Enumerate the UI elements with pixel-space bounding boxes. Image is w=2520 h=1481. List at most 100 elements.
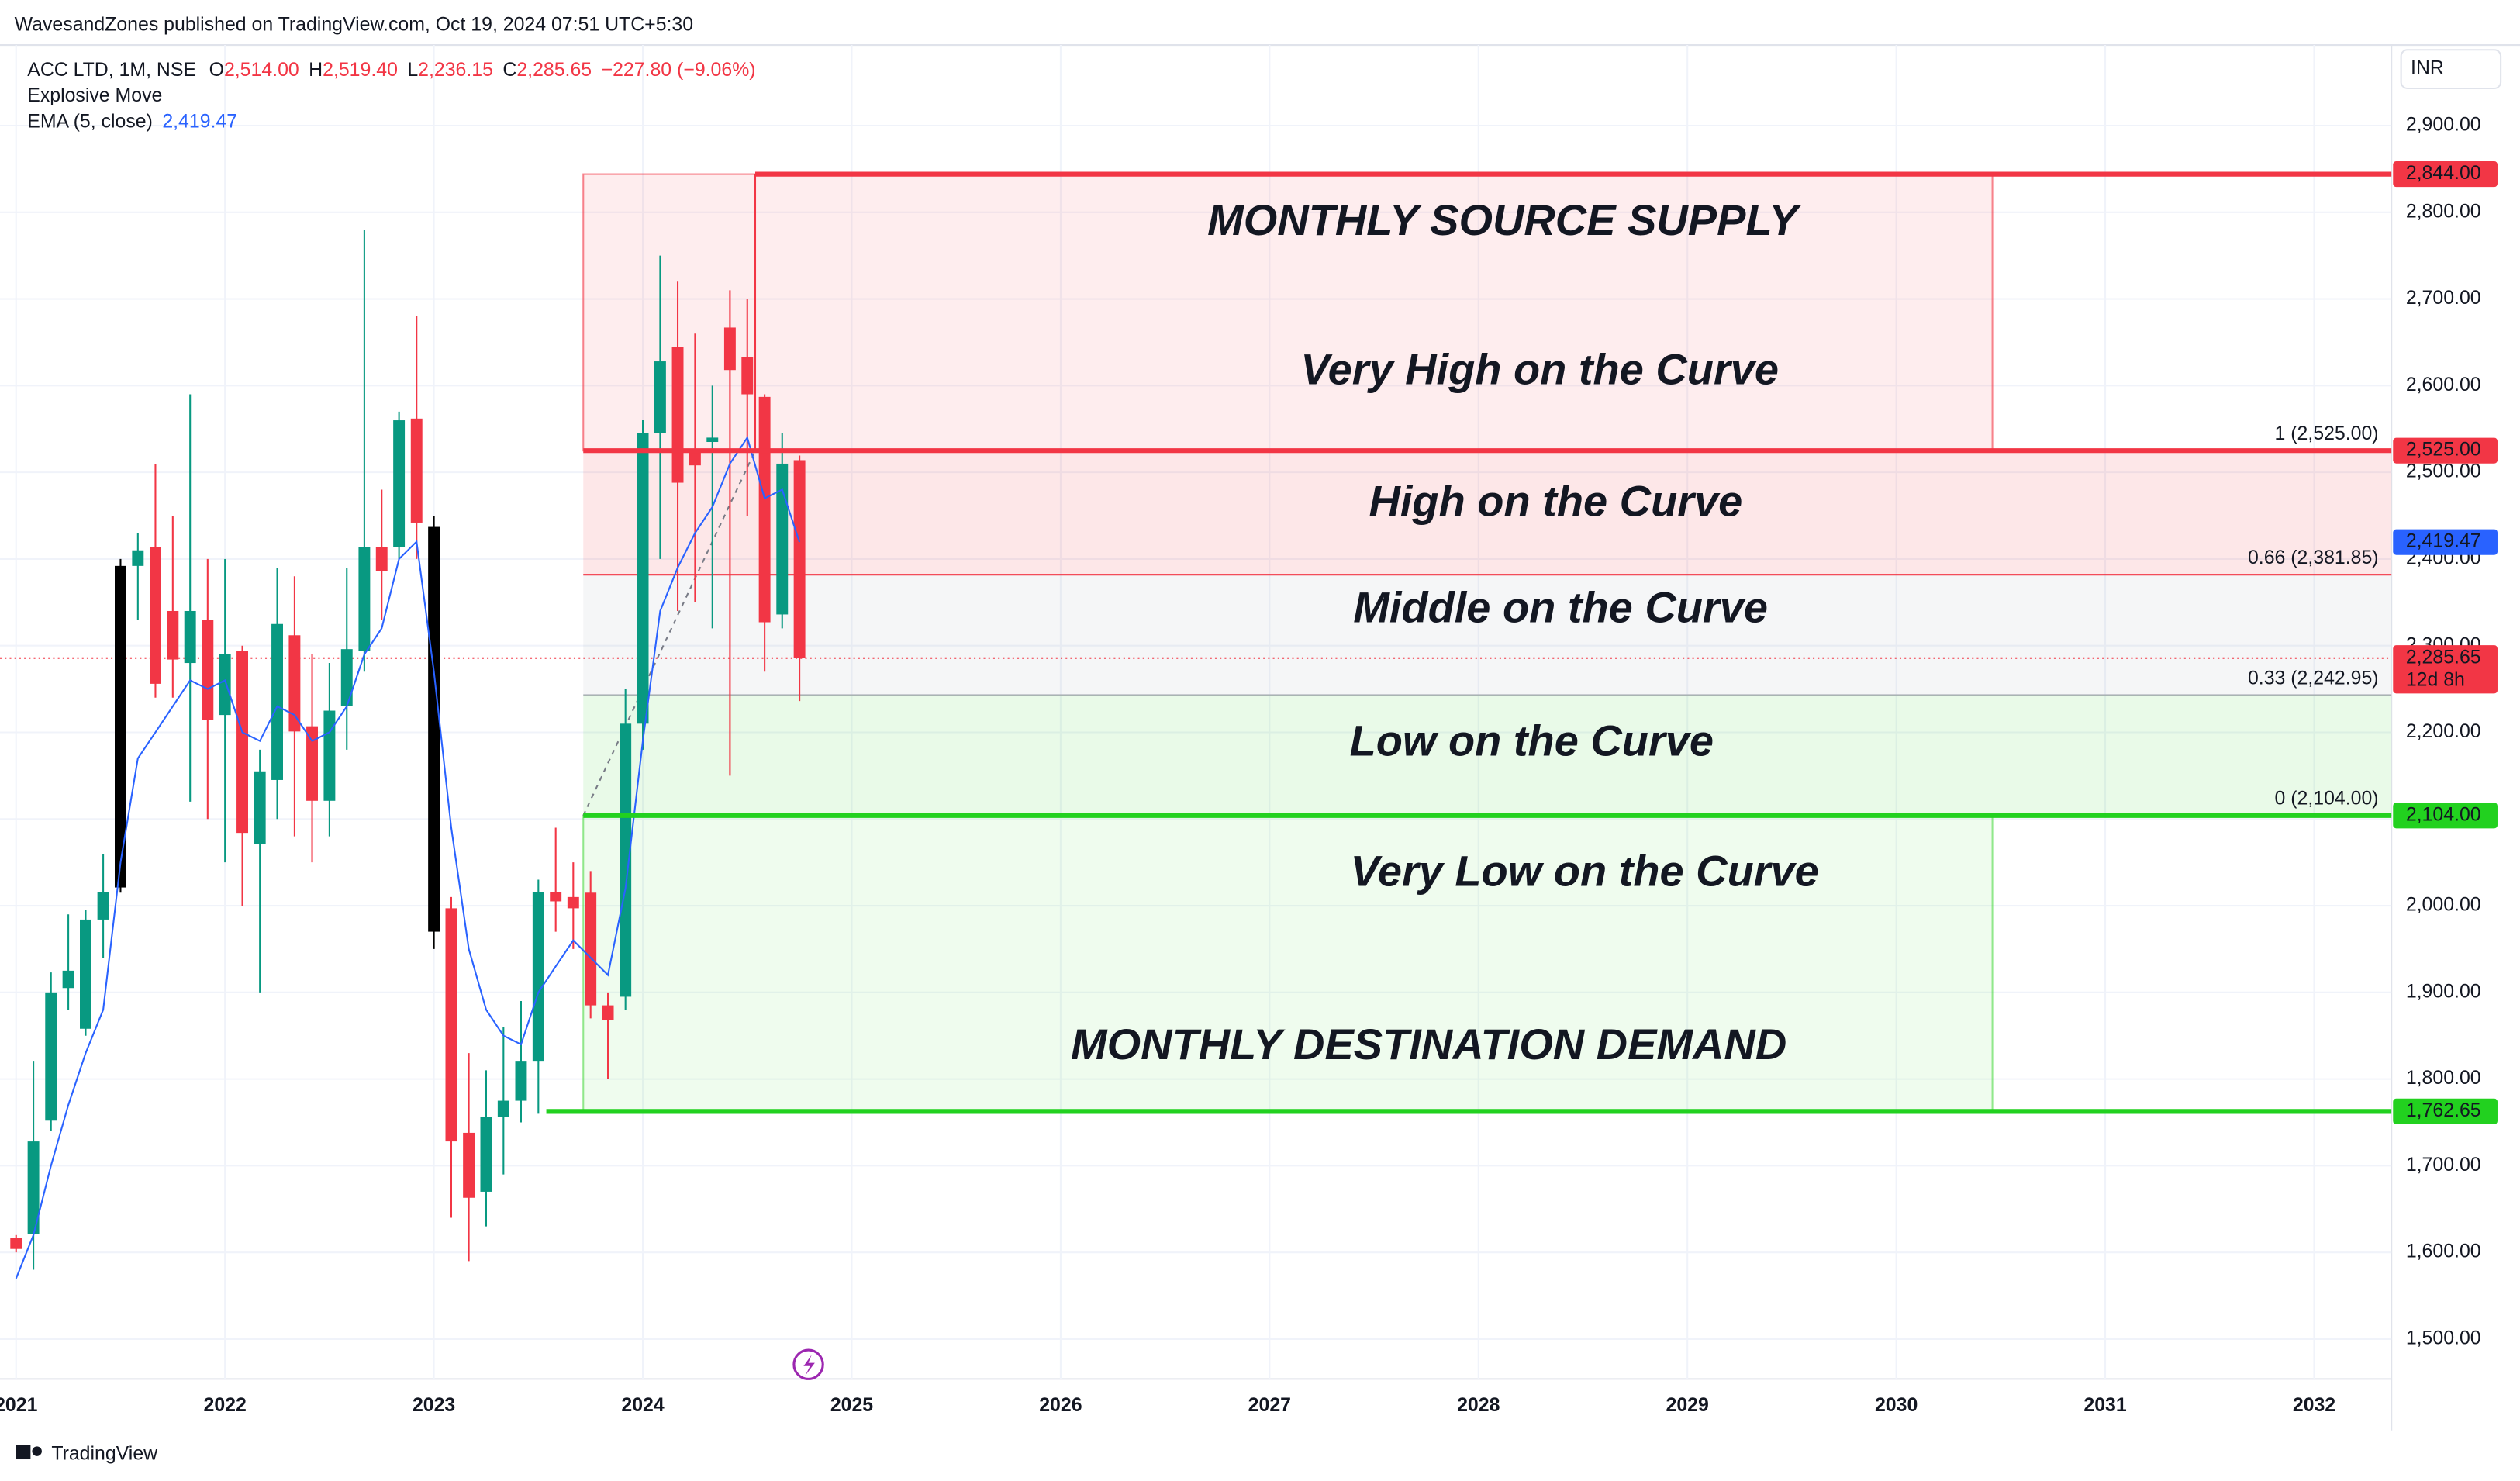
indicator: Explosive Move <box>27 85 162 106</box>
indicator: EMA (5, close) 2,419.47 <box>27 110 237 132</box>
price-label: 1,762.65 <box>2406 1100 2481 1121</box>
annotation: MONTHLY SOURCE SUPPLY <box>1207 195 1801 244</box>
annotation: MONTHLY DESTINATION DEMAND <box>1071 1020 1786 1068</box>
o: 2,514.00 <box>224 59 299 81</box>
price-label: 2,419.47 <box>2406 530 2481 552</box>
x-tick-label: 2032 <box>2293 1394 2335 1416</box>
ema-line <box>15 435 801 1279</box>
y-tick-label: 1,700.00 <box>2406 1154 2481 1175</box>
price-label-box <box>2393 161 2498 188</box>
change: −227.80 (−9.06%) <box>602 59 756 81</box>
candle-body <box>323 710 336 801</box>
candle-body <box>375 547 388 571</box>
candle-body <box>132 550 144 566</box>
fib-label: 0 (2,104.00) <box>2275 788 2379 810</box>
y-tick-label: 1,800.00 <box>2406 1067 2481 1089</box>
c-key: C <box>502 59 516 81</box>
annotation: Middle on the Curve <box>1353 582 1768 631</box>
candle-body <box>550 892 562 902</box>
y-tick-label: 2,800.00 <box>2406 200 2481 222</box>
candle-body <box>358 547 371 651</box>
candle-body <box>671 347 684 483</box>
fib-zone <box>583 451 2392 575</box>
annotation: High on the Curve <box>1369 477 1742 526</box>
candle-body <box>637 433 649 724</box>
published: WavesandZones published on TradingView.c… <box>15 14 693 36</box>
x-tick-label: 2021 <box>0 1394 38 1416</box>
price-label: 2,285.65 <box>2406 646 2481 668</box>
brand-logo <box>16 1445 42 1460</box>
zone-box <box>582 173 1994 452</box>
x-tick-label: 2026 <box>1039 1394 1082 1416</box>
x-tick-label: 2029 <box>1666 1394 1709 1416</box>
candle-body <box>184 610 196 664</box>
candle-body <box>45 992 57 1121</box>
currency-box[interactable] <box>2400 49 2502 90</box>
candle-body <box>741 357 754 395</box>
candle-body <box>271 623 283 780</box>
candle-body <box>27 1141 40 1234</box>
candle-body <box>723 327 736 371</box>
candle-body <box>497 1100 509 1117</box>
event-bolt <box>803 1355 815 1376</box>
l-key: L <box>407 59 418 81</box>
x-tick-label: 2024 <box>621 1394 664 1416</box>
candle-body <box>254 771 266 844</box>
candle-body <box>793 460 806 658</box>
candle-body <box>306 726 318 801</box>
price-label: 2,844.00 <box>2406 162 2481 184</box>
fib-label: 0.66 (2,381.85) <box>2248 547 2379 568</box>
candle-body <box>463 1132 475 1198</box>
price-label-box <box>2393 1098 2498 1124</box>
y-tick-label: 1,900.00 <box>2406 980 2481 1002</box>
candle-body <box>602 1005 614 1020</box>
c: 2,285.65 <box>516 59 592 81</box>
fib-zone <box>583 695 2392 816</box>
candle-body <box>515 1061 527 1101</box>
annotation: Low on the Curve <box>1350 716 1714 765</box>
candle-body <box>202 620 214 720</box>
ema-value: 2,419.47 <box>162 110 237 132</box>
candle-body <box>428 526 440 932</box>
annotation: Very Low on the Curve <box>1351 846 1819 895</box>
candle-body <box>80 919 91 1029</box>
x-tick-label: 2022 <box>204 1394 247 1416</box>
candle-body <box>776 463 789 615</box>
x-tick-label: 2030 <box>1875 1394 1918 1416</box>
candle-body <box>585 892 597 1006</box>
y-tick-label: 1,600.00 <box>2406 1241 2481 1262</box>
plot: 1,500.00 1,600.00 1,700.00 1,800.00 1,900.00… <box>0 45 2498 1416</box>
y-tick-label: 2,500.00 <box>2406 461 2481 482</box>
y-tick-label: 2,000.00 <box>2406 894 2481 916</box>
price-countdown: 12d 8h <box>2406 668 2465 690</box>
y-tick-label: 2,900.00 <box>2406 114 2481 136</box>
candle-body <box>167 610 179 660</box>
candle-body <box>10 1238 22 1249</box>
y-tick-label: 2,200.00 <box>2406 720 2481 742</box>
x-tick-label: 2027 <box>1248 1394 1291 1416</box>
price-label-box <box>2393 803 2498 829</box>
symbol: ACC LTD, 1M, NSE O2,514.00 H2,519.40 L2,236… <box>27 59 755 81</box>
candle-body <box>567 896 579 909</box>
symbol-text: ACC LTD, 1M, NSE <box>27 59 196 81</box>
o-key: O <box>209 59 224 81</box>
legend: ACC LTD, 1M, NSE O2,514.00 H2,519.40 L2,236… <box>27 59 755 132</box>
fib-zone <box>583 575 2392 696</box>
x-tick-label: 2028 <box>1457 1394 1500 1416</box>
fib-label: 1 (2,525.00) <box>2275 423 2379 444</box>
candle-body <box>288 635 301 732</box>
x-tick-label: 2031 <box>2083 1394 2126 1416</box>
price-label: 2,104.00 <box>2406 803 2481 825</box>
zone-box <box>582 814 1994 1113</box>
candle-body <box>115 565 126 888</box>
candle-body <box>340 649 353 706</box>
price-label: 2,525.00 <box>2406 439 2481 461</box>
y-tick-label: 2,600.00 <box>2406 374 2481 395</box>
candle-body <box>654 361 666 433</box>
y-tick-label: 2,700.00 <box>2406 287 2481 309</box>
candle-body <box>97 892 109 920</box>
price-label-box <box>2393 645 2498 694</box>
h-key: H <box>309 59 323 81</box>
